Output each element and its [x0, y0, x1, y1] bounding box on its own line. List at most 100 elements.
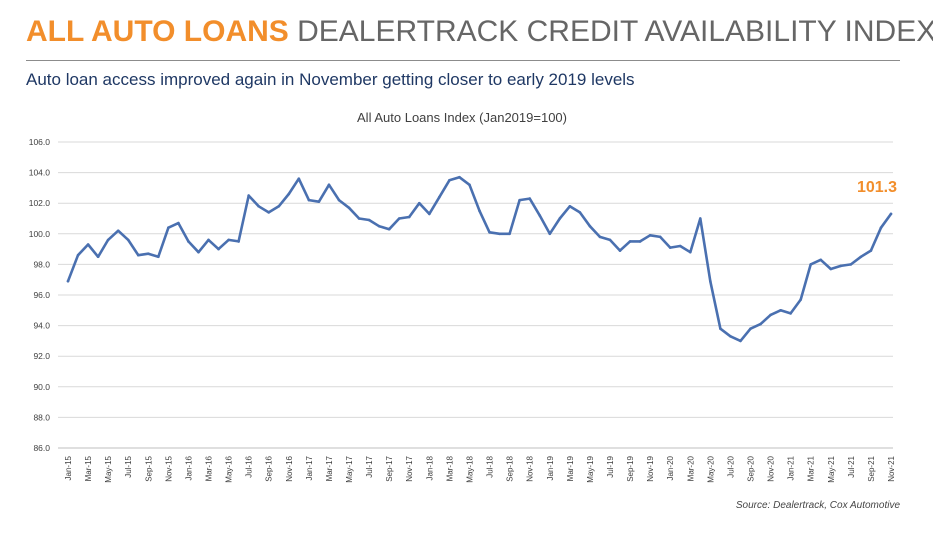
data-point — [407, 215, 411, 219]
x-tick-label: Jan-17 — [305, 455, 314, 480]
x-tick-label: Nov-16 — [285, 455, 294, 481]
data-point — [478, 209, 481, 213]
data-point — [548, 232, 552, 236]
data-point — [839, 264, 843, 268]
x-tick-label: May-16 — [225, 455, 234, 482]
x-tick-label: Sep-18 — [506, 455, 515, 481]
x-tick-label: Sep-19 — [626, 455, 635, 481]
data-point — [779, 309, 782, 312]
data-point — [508, 232, 511, 236]
x-tick-label: Jul-18 — [486, 455, 495, 477]
data-point — [749, 327, 752, 330]
data-point — [438, 195, 441, 199]
data-point — [247, 194, 250, 197]
data-point — [498, 232, 501, 236]
data-point — [157, 255, 160, 259]
data-point — [237, 240, 240, 243]
x-tick-label: Mar-16 — [205, 455, 214, 481]
data-point — [528, 197, 531, 200]
x-tick-label: May-17 — [345, 455, 354, 482]
data-point — [227, 238, 230, 242]
data-point — [197, 250, 200, 254]
x-tick-label: Jul-19 — [606, 455, 615, 477]
x-tick-label: Jan-18 — [425, 455, 434, 480]
data-point — [106, 238, 110, 242]
x-tick-label: Jul-17 — [365, 455, 374, 477]
y-tick-label: 96.0 — [33, 290, 50, 300]
y-tick-label: 106.0 — [29, 137, 51, 147]
data-point — [207, 238, 210, 242]
x-tick-label: Sep-21 — [867, 455, 876, 481]
header-title-text: DEALERTRACK CREDIT AVAILABILITY INDEX — [297, 15, 933, 48]
data-point — [187, 240, 190, 243]
x-tick-label: May-18 — [465, 455, 474, 482]
data-point — [578, 211, 582, 214]
x-tick-label: Sep-20 — [746, 455, 755, 481]
y-tick-label: 102.0 — [29, 198, 51, 208]
data-point — [468, 183, 471, 187]
data-point — [598, 235, 602, 239]
data-point — [538, 214, 542, 217]
data-point — [167, 226, 170, 229]
data-point — [709, 279, 712, 283]
x-tick-label: Jul-21 — [847, 455, 856, 477]
x-tick-label: Jul-15 — [124, 455, 133, 477]
x-tick-label: May-21 — [827, 455, 836, 482]
x-tick-label: Jul-20 — [726, 455, 735, 477]
x-tick-label: May-20 — [706, 455, 715, 482]
data-point — [257, 204, 260, 208]
x-tick-label: Nov-19 — [646, 455, 655, 481]
data-point — [688, 250, 692, 254]
data-point — [829, 267, 833, 271]
data-point — [618, 249, 622, 252]
data-point — [789, 312, 792, 315]
data-point — [217, 247, 220, 251]
data-point — [769, 313, 772, 317]
chart-title: All Auto Loans Index (Jan2019=100) — [357, 110, 567, 125]
data-point — [66, 279, 70, 283]
data-point — [638, 240, 642, 243]
x-tick-label: Jan-16 — [184, 455, 193, 480]
data-point — [558, 217, 562, 220]
x-tick-label: Nov-18 — [526, 455, 535, 481]
data-point — [849, 263, 853, 266]
data-point — [809, 263, 813, 266]
data-point — [488, 230, 491, 234]
x-tick-label: Nov-20 — [767, 455, 776, 481]
x-tick-label: Mar-19 — [566, 455, 575, 481]
data-point — [518, 198, 521, 202]
header-divider — [26, 60, 900, 61]
x-tick-label: Mar-20 — [686, 455, 695, 481]
page-header: ALL AUTO LOANS DEALERTRACK CREDIT AVAILA… — [26, 14, 933, 50]
data-point — [357, 217, 361, 220]
data-point — [126, 238, 130, 242]
data-point — [367, 218, 371, 222]
y-tick-label: 100.0 — [29, 229, 51, 239]
x-tick-label: Sep-16 — [265, 455, 274, 481]
x-tick-label: Nov-21 — [887, 455, 896, 481]
data-point — [729, 335, 732, 338]
data-point — [458, 175, 461, 179]
x-tick-label: Mar-18 — [445, 455, 454, 481]
y-tick-label: 94.0 — [33, 321, 50, 331]
data-point — [719, 327, 722, 330]
data-point — [307, 198, 311, 202]
data-point — [668, 246, 672, 249]
data-point — [86, 243, 90, 246]
data-point — [347, 206, 351, 210]
x-tick-label: Sep-15 — [144, 455, 153, 481]
data-point — [648, 234, 652, 237]
data-point — [869, 249, 873, 252]
x-tick-label: Jan-19 — [546, 455, 555, 480]
x-tick-label: Nov-17 — [405, 455, 414, 481]
source-note: Source: Dealertrack, Cox Automotive — [735, 500, 900, 511]
x-tick-label: Mar-17 — [325, 455, 334, 481]
data-point — [428, 212, 431, 216]
x-tick-label: Jan-20 — [666, 455, 675, 480]
page-subtitle: Auto loan access improved again in Novem… — [26, 70, 635, 89]
data-point — [387, 227, 391, 231]
x-tick-label: May-19 — [586, 455, 595, 482]
data-point — [146, 252, 150, 255]
data-point — [76, 253, 80, 257]
